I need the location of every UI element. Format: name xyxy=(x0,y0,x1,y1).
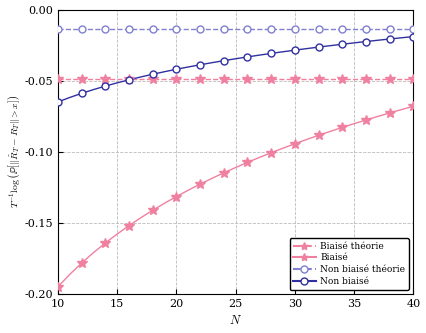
Legend: Biaisé théorie, Biaisé, Non biaisé théorie, Non biaisé: Biaisé théorie, Biaisé, Non biaisé théor… xyxy=(290,238,409,289)
Y-axis label: $T^{-1} \log\left(\mathbb{P}\left[\|\hat{R}_T - R_T\| > x\right]\right)$: $T^{-1} \log\left(\mathbb{P}\left[\|\hat… xyxy=(6,95,22,208)
X-axis label: $N$: $N$ xyxy=(229,314,242,327)
